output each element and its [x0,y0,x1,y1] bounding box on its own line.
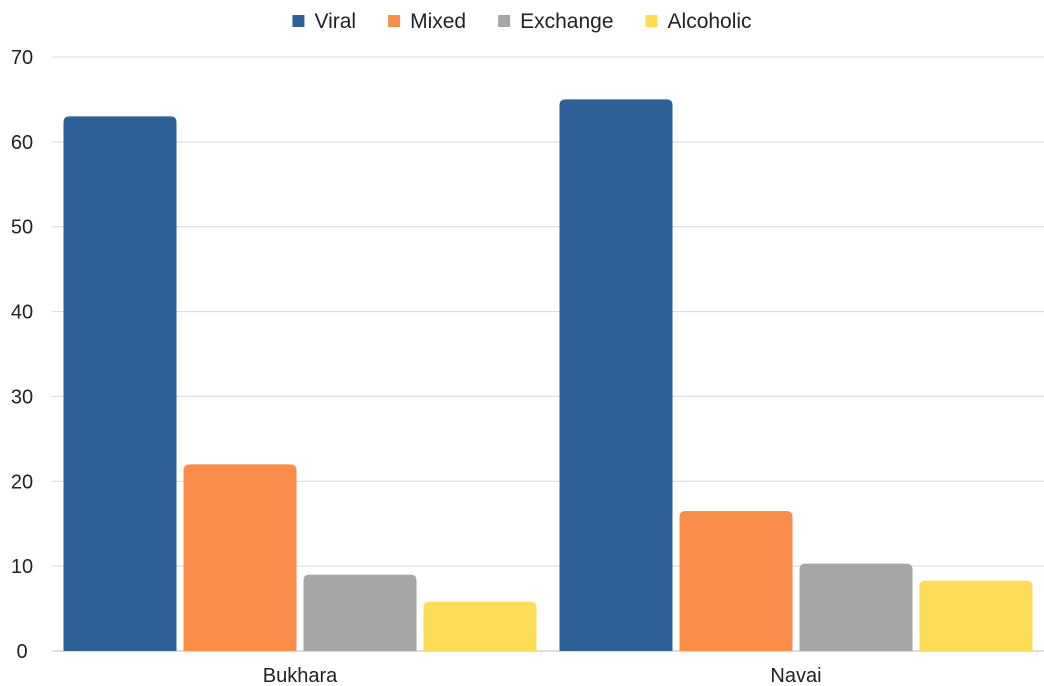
bars [63,99,1033,651]
y-axis-ticks: 0 10 20 30 40 50 60 70 [11,47,33,663]
legend-swatch [388,15,401,27]
legend-item-exchange: Exchange [498,10,614,33]
legend-swatch [498,15,511,27]
bar-alcoholic-navai [919,580,1033,651]
legend-label: Viral [314,10,356,33]
bar-viral-bukhara [63,116,177,651]
legend-label: Mixed [410,10,466,33]
legend-item-viral: Viral [292,10,356,33]
bar-viral-navai [559,99,673,651]
y-tick-label: 10 [11,556,33,578]
bar-alcoholic-bukhara [423,601,537,651]
legend-item-alcoholic: Alcoholic [645,10,752,33]
bar-mixed-bukhara [183,464,297,651]
y-tick-label: 30 [11,386,33,408]
y-tick-label: 70 [11,47,33,69]
x-tick-label: Bukhara [263,665,338,686]
legend-label: Alcoholic [668,10,752,33]
legend-swatch [292,15,305,27]
bar-exchange-bukhara [303,574,417,651]
y-tick-label: 0 [16,641,27,663]
x-tick-label: Navai [770,665,821,686]
y-tick-label: 40 [11,302,33,324]
bar-mixed-navai [679,510,793,651]
y-tick-label: 20 [11,471,33,493]
legend-label: Exchange [520,10,613,33]
y-tick-label: 60 [11,132,33,154]
x-axis-labels: Bukhara Navai [263,665,822,686]
legend-swatch [645,15,658,27]
legend: Viral Mixed Exchange Alcoholic [292,10,752,33]
y-tick-label: 50 [11,217,33,239]
bar-exchange-navai [799,563,913,651]
legend-item-mixed: Mixed [388,10,466,33]
